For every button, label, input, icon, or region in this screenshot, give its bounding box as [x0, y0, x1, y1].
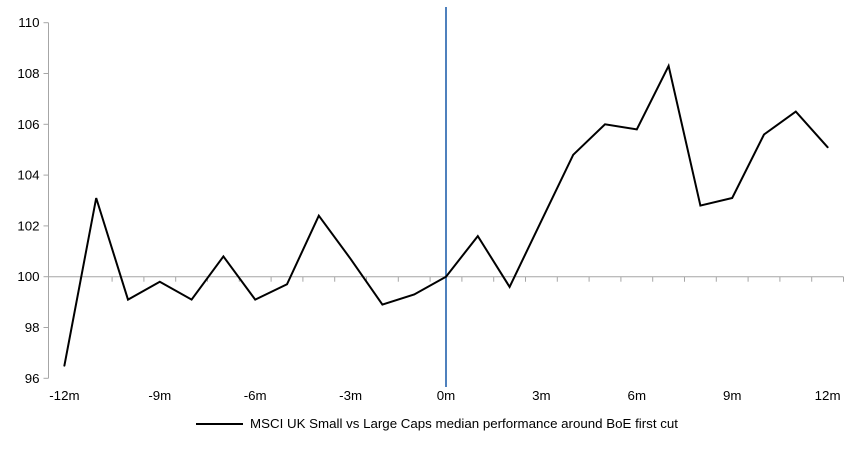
x-axis-tick-label: -3m [339, 388, 362, 403]
series-line [63, 62, 829, 367]
x-axis-tick-label: 9m [723, 388, 741, 403]
legend: MSCI UK Small vs Large Caps median perfo… [11, 416, 852, 431]
x-axis-tick-label: 6m [628, 388, 646, 403]
legend-line-marker [196, 422, 244, 425]
y-axis-tick-label: 96 [25, 371, 40, 386]
x-axis-tick-label: -6m [244, 388, 267, 403]
y-axis-tick-label: 108 [17, 66, 39, 81]
x-axis-tick-label: 12m [815, 388, 841, 403]
legend-label: MSCI UK Small vs Large Caps median perfo… [250, 416, 678, 431]
y-axis-tick-label: 100 [17, 269, 39, 284]
x-axis-tick-label: -9m [148, 388, 171, 403]
x-axis-tick-label: 0m [437, 388, 455, 403]
y-axis-tick-label: 110 [18, 15, 39, 30]
y-axis-tick-label: 98 [25, 320, 40, 335]
y-axis-tick-label: 104 [17, 168, 39, 183]
x-axis-tick-label: 3m [532, 388, 550, 403]
y-axis-tick-label: 102 [17, 218, 39, 233]
y-axis-tick-label: 106 [17, 117, 39, 132]
x-axis-tick-label: -12m [49, 388, 79, 403]
